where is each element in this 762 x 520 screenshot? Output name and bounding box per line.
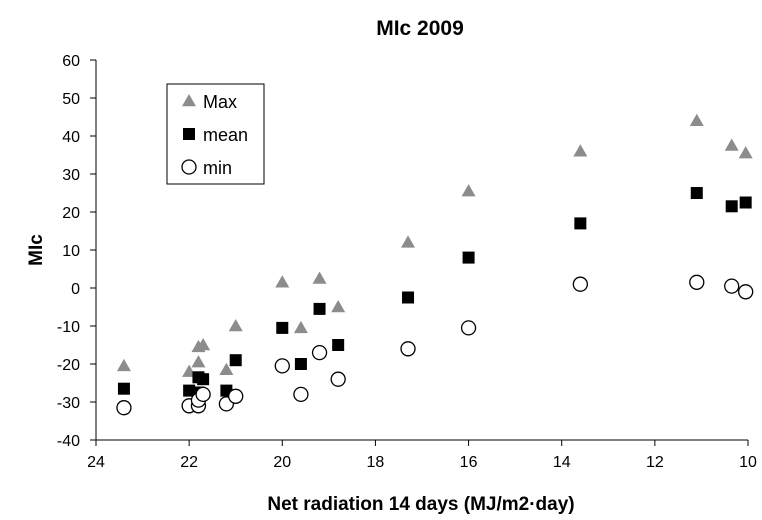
data-point-max	[196, 338, 211, 351]
series-mean	[117, 187, 752, 399]
x-tick-label: 18	[367, 454, 385, 471]
data-point-min	[572, 276, 588, 292]
data-point-max	[573, 144, 588, 157]
data-point-mean	[574, 217, 587, 230]
data-point-min	[274, 358, 290, 374]
y-tick-label: 50	[62, 91, 80, 108]
chart-title: MIc 2009	[376, 17, 464, 40]
data-point-mean	[739, 196, 752, 209]
legend-label-max: Max	[203, 92, 237, 112]
data-point-mean	[462, 251, 475, 264]
data-point-mean	[197, 373, 210, 386]
x-tick-label: 20	[273, 454, 291, 471]
y-tick-label: 20	[62, 205, 80, 222]
data-point-min	[195, 386, 211, 403]
data-point-max	[116, 358, 131, 372]
data-point-mean	[402, 291, 415, 304]
data-point-mean	[690, 187, 703, 199]
y-tick-label: -30	[57, 395, 80, 412]
y-tick-label: 30	[62, 167, 80, 184]
data-point-mean	[229, 354, 242, 367]
y-tick-label: 60	[62, 53, 80, 70]
y-tick-label: -40	[57, 433, 80, 450]
data-point-mean	[294, 358, 307, 370]
y-tick-label: -10	[57, 319, 80, 336]
data-point-min	[724, 278, 740, 294]
legend: Max mean min	[166, 83, 265, 185]
data-point-min	[738, 284, 754, 300]
data-point-mean	[276, 321, 289, 334]
data-point-mean	[332, 339, 345, 351]
y-tick-label: 0	[71, 281, 80, 298]
data-point-max	[401, 235, 416, 248]
legend-label-min: min	[203, 158, 232, 178]
legend-marker-max	[182, 94, 196, 107]
legend-label-mean: mean	[203, 125, 248, 145]
data-point-min	[116, 400, 132, 416]
data-point-max	[724, 138, 739, 151]
data-point-mean	[313, 302, 326, 315]
x-tick-label: 10	[739, 454, 757, 471]
data-point-max	[461, 184, 476, 197]
legend-marker-min	[181, 159, 197, 175]
y-axis-label: MIc	[26, 234, 47, 266]
data-point-max	[689, 113, 704, 127]
x-tick-label: 12	[646, 454, 664, 471]
x-tick-label: 22	[180, 454, 198, 471]
x-tick-label: 24	[87, 454, 105, 471]
data-point-max	[738, 146, 753, 159]
x-tick-label: 14	[553, 454, 571, 471]
data-point-min	[228, 388, 244, 404]
data-point-min	[460, 320, 477, 336]
data-point-mean	[117, 382, 130, 395]
data-point-max	[228, 319, 243, 332]
data-point-max	[275, 275, 290, 288]
data-point-mean	[183, 384, 196, 397]
x-axis-ticks: 24 22 20 18 16 14 12 10	[87, 440, 757, 471]
data-point-max	[331, 300, 346, 313]
data-point-max	[293, 320, 308, 334]
data-point-min	[400, 341, 416, 357]
y-tick-label: -20	[57, 357, 80, 374]
x-axis-label: Net radiation 14 days (MJ/m2·day)	[267, 494, 574, 515]
data-point-max	[312, 271, 327, 284]
data-point-min	[293, 386, 309, 403]
data-point-mean	[725, 200, 738, 213]
data-point-min	[330, 371, 346, 387]
y-tick-label: 10	[62, 243, 80, 260]
y-axis-ticks: -40 -30 -20 -10 0 10 20 30 40 50 60	[57, 53, 96, 450]
data-point-min	[311, 344, 328, 361]
y-tick-label: 40	[62, 129, 80, 146]
series-min	[116, 274, 754, 416]
legend-marker-mean	[183, 128, 195, 140]
data-point-max	[219, 362, 234, 375]
data-points	[116, 113, 754, 416]
data-point-min	[689, 274, 705, 290]
x-tick-label: 16	[460, 454, 478, 471]
data-point-max	[191, 355, 206, 368]
